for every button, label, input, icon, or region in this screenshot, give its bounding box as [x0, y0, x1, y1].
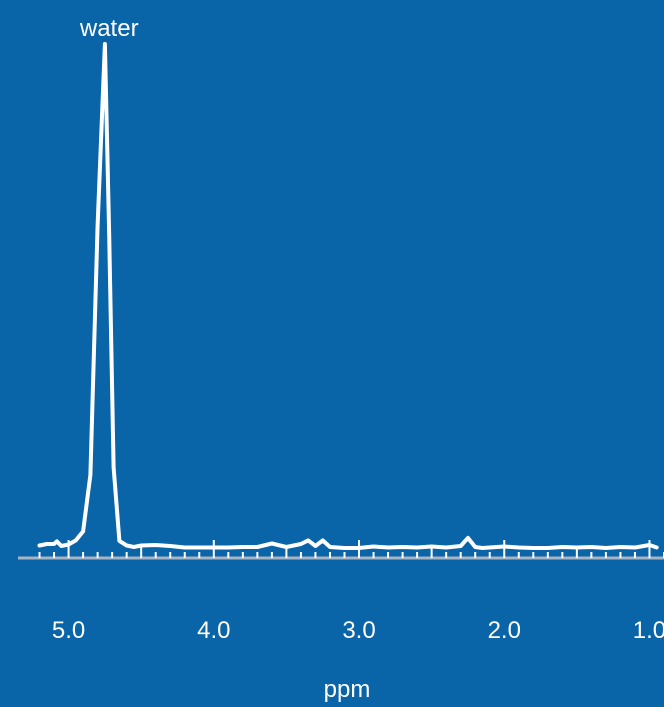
x-tick-label: 3.0	[342, 617, 375, 644]
annotations: water	[79, 15, 139, 42]
x-tick-label: 4.0	[197, 617, 230, 644]
x-axis-ticks	[38, 540, 664, 558]
x-tick-label: 1.0	[633, 617, 664, 644]
x-tick-label: 5.0	[52, 617, 85, 644]
plot-area	[37, 42, 659, 550]
peak-annotation: water	[79, 15, 139, 42]
spectrum-line	[37, 42, 659, 550]
x-axis-label: ppm	[324, 676, 371, 703]
x-axis-tick-labels: 5.0 4.0 3.0 2.0 1.0	[52, 617, 664, 644]
x-tick-label: 2.0	[488, 617, 521, 644]
